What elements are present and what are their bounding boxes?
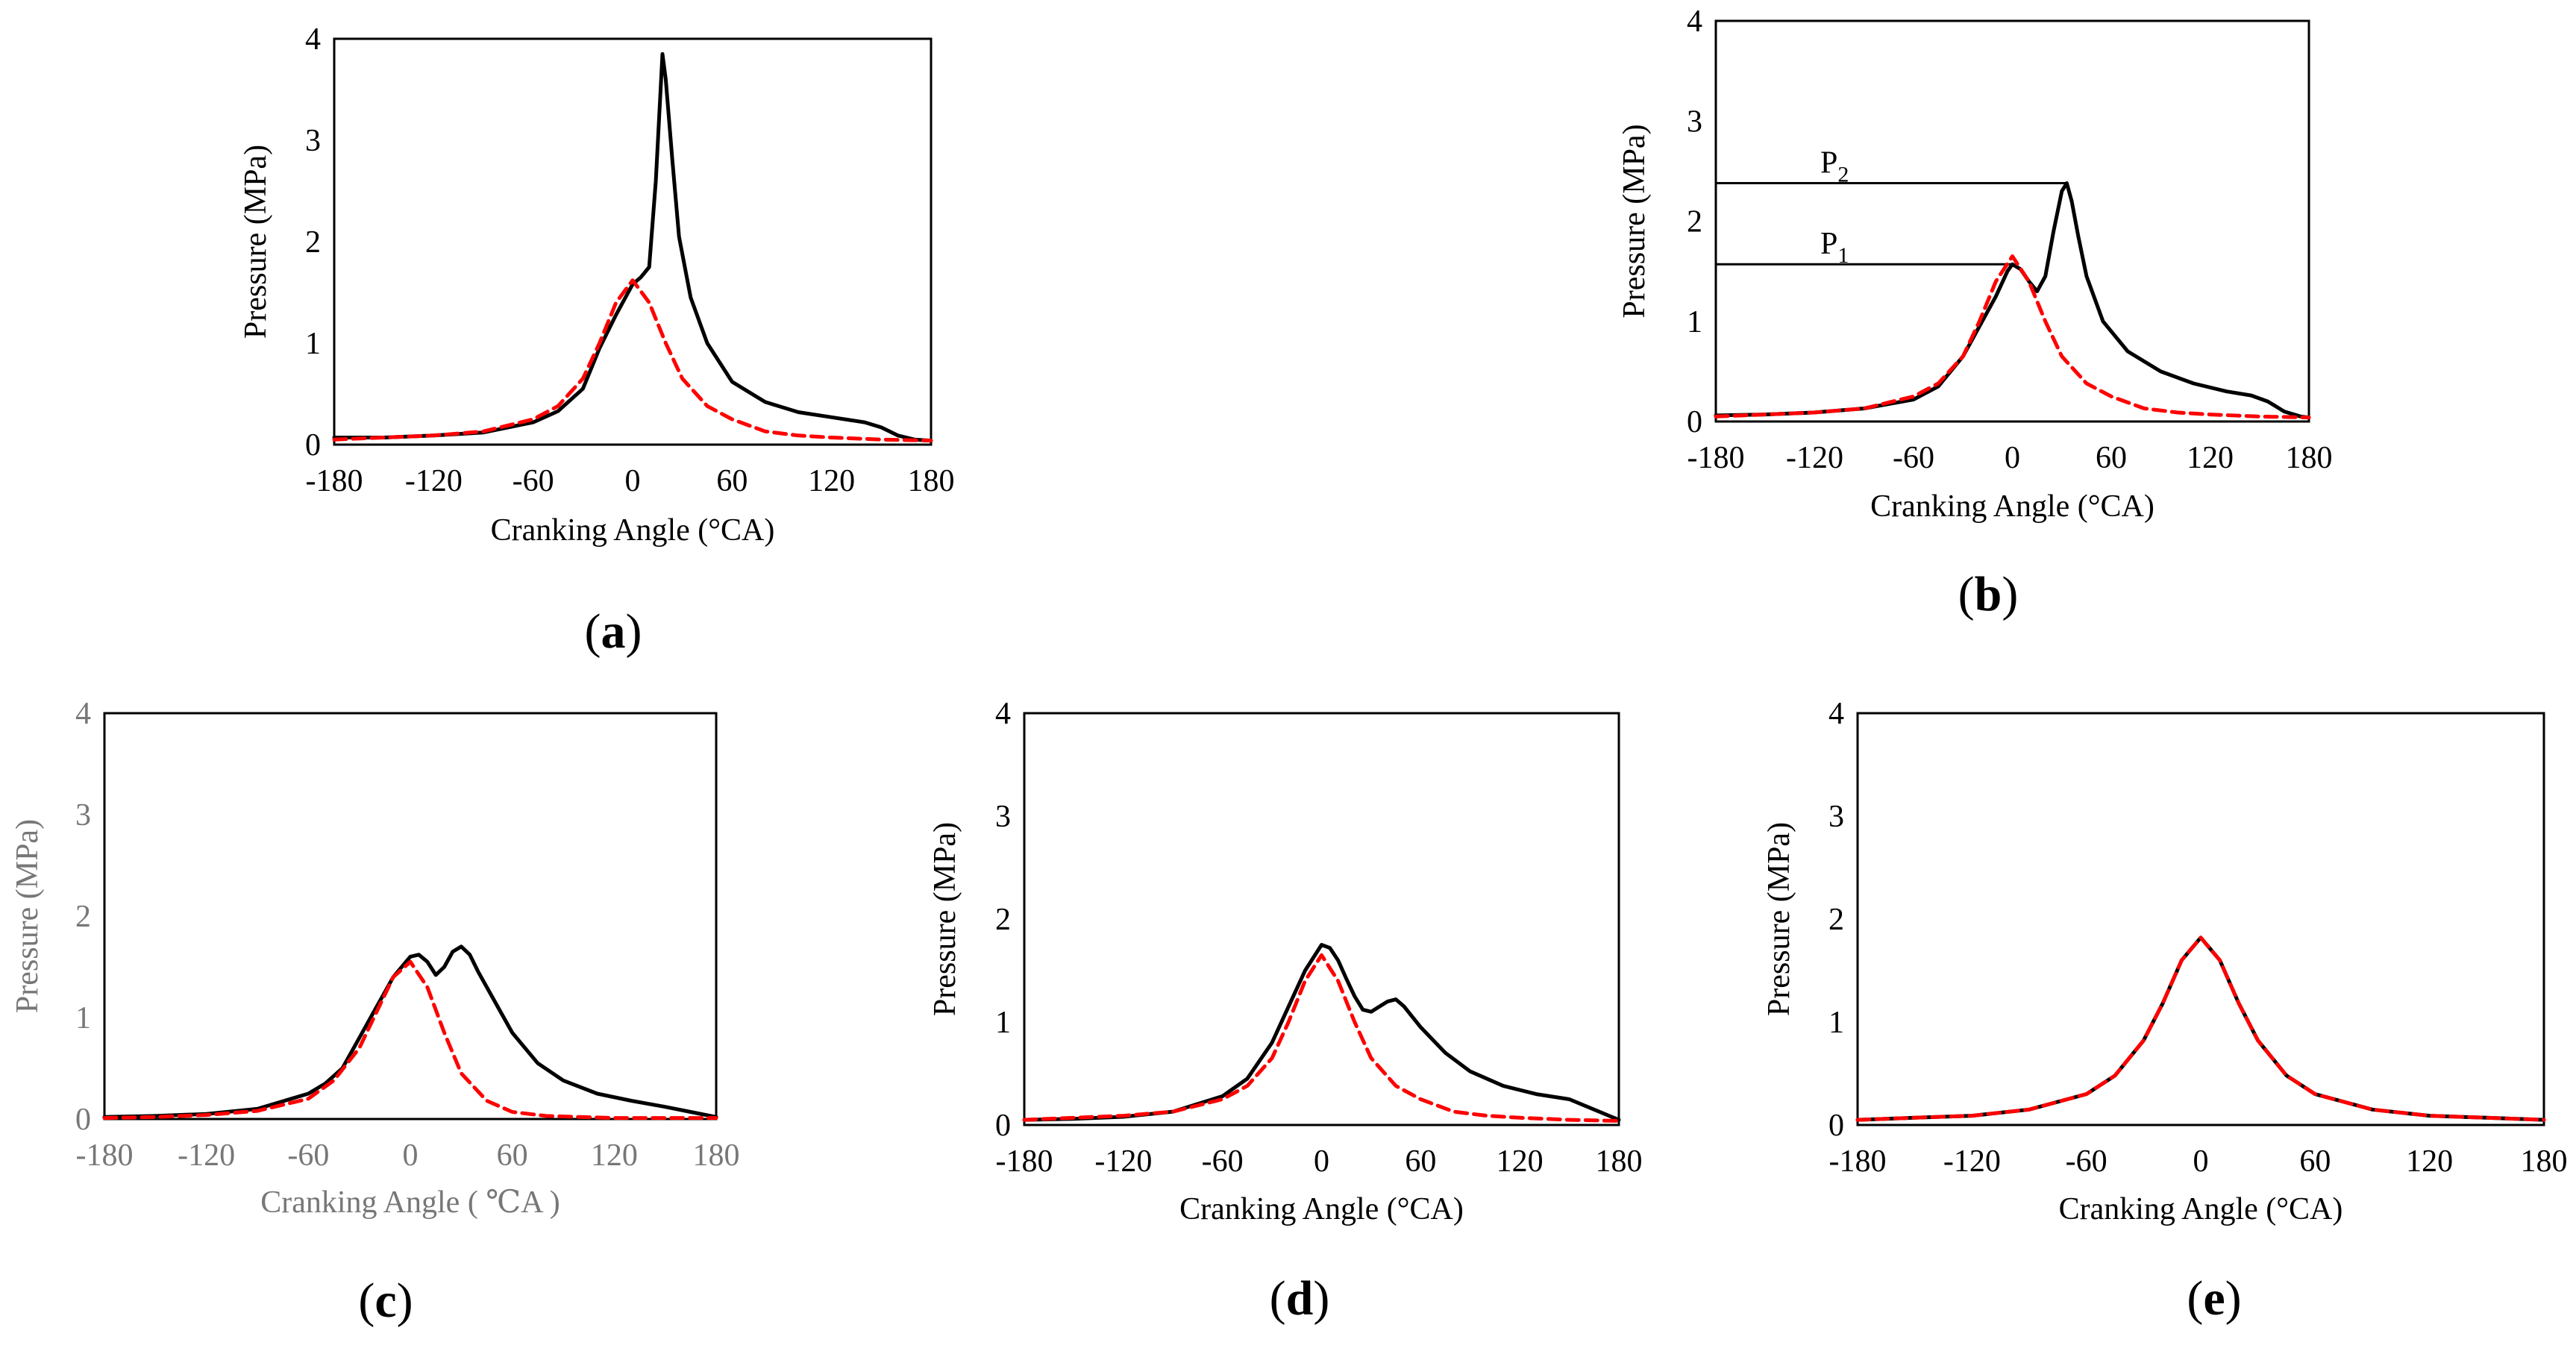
x-tick-label: -120 [1094,1144,1152,1179]
x-tick-label: 120 [591,1138,638,1173]
y-tick-label: 1 [1828,1006,1844,1040]
x-axis-label: Cranking Angle (°CA) [1870,489,2154,524]
y-tick-label: 0 [75,1103,91,1137]
panel-label: (e) [2187,1271,2241,1326]
y-tick-label: 1 [1687,305,1702,339]
x-tick-label: -120 [1786,441,1843,475]
series-line-motoring [1714,254,2311,420]
x-tick-label: 60 [2096,441,2127,475]
series-line-measured [332,51,933,443]
y-axis-label: Pressure (MPa) [1617,124,1652,318]
x-tick-label: 180 [2286,441,2333,475]
series-line-measured [1714,181,2311,420]
chart-panel-d: 0 1 2 3 4 -180 -120 -60 0 60 120 180 Cranking Angle … [928,697,1643,1326]
plot-frame [333,37,933,446]
y-tick-label: 2 [1687,205,1702,239]
series-line-measured [1022,943,1621,1122]
x-tick-label: 0 [403,1138,419,1173]
y-tick-label: 4 [305,22,321,57]
x-tick-label: 0 [625,464,641,498]
x-tick-label: -60 [513,464,554,498]
plot-frame [103,712,718,1121]
panel-label: (a) [585,604,642,659]
x-tick-label: 120 [1497,1144,1544,1179]
y-tick-label: 3 [995,800,1011,834]
y-tick-label: 1 [75,1001,91,1035]
series-line-motoring [102,959,718,1121]
x-tick-label: 180 [693,1138,740,1173]
y-tick-label: 2 [305,225,321,260]
y-axis-label: Pressure (MPa) [928,822,962,1016]
series-line-measured [1855,936,2546,1122]
x-tick-label: 60 [716,464,748,498]
y-tick-label: 3 [1828,800,1844,834]
x-tick-label: 60 [2299,1144,2331,1179]
x-tick-label: -120 [405,464,463,498]
x-tick-label: -120 [1943,1144,2001,1179]
chart-panel-e: 0 1 2 3 4 -180 -120 -60 0 60 120 180 Cranking Angle … [1762,697,2568,1326]
x-tick-label: -60 [1202,1144,1244,1179]
x-tick-label: 0 [2005,441,2020,475]
series-line-measured [102,944,718,1119]
y-axis-label: Pressure (MPa) [10,819,45,1013]
x-tick-label: -180 [76,1138,134,1173]
annotation-label: P2 [1820,145,1849,187]
x-tick-label: -120 [178,1138,235,1173]
x-tick-label: -180 [1829,1144,1887,1179]
x-tick-label: 120 [808,464,855,498]
x-tick-label: -60 [1893,441,1934,475]
x-axis-label: Cranking Angle ( ℃A ) [260,1185,560,1220]
y-tick-label: 0 [995,1109,1011,1143]
y-axis-label: Pressure (MPa) [1762,822,1796,1016]
x-tick-label: 60 [497,1138,528,1173]
y-tick-label: 1 [995,1006,1011,1040]
y-tick-label: 4 [75,697,91,731]
x-tick-label: -180 [1687,441,1745,475]
chart-panel-a: 0 1 2 3 4 -180 -120 -60 0 60 120 180 Cranking Angle … [239,22,955,659]
x-tick-label: -60 [2066,1144,2108,1179]
series-line-motoring [332,278,933,443]
x-tick-label: 120 [2187,441,2234,475]
y-tick-label: 0 [1828,1109,1844,1143]
x-tick-label: 180 [1596,1144,1643,1179]
chart-panel-b: 0 1 2 3 4 -180 -120 -60 0 60 120 180 Cranking Angle … [1617,4,2333,621]
x-tick-label: 180 [908,464,955,498]
y-tick-label: 4 [1828,697,1844,731]
x-axis-label: Cranking Angle (°CA) [2059,1192,2343,1226]
series-line-motoring [1022,953,1621,1123]
y-tick-label: 3 [1687,104,1702,139]
chart-panel-c: 0 1 2 3 4 -180 -120 -60 0 60 120 180 Cranking Angle … [10,697,740,1328]
y-tick-label: 2 [75,900,91,934]
x-tick-label: 120 [2406,1144,2453,1179]
y-tick-label: 4 [995,697,1011,731]
y-tick-label: 3 [75,798,91,833]
x-tick-label: 0 [2193,1144,2209,1179]
x-axis-label: Cranking Angle (°CA) [1179,1192,1464,1226]
panel-label: (d) [1270,1271,1330,1326]
y-tick-label: 0 [305,428,321,463]
annotation-label: P1 [1820,227,1849,268]
x-tick-label: 60 [1405,1144,1436,1179]
x-tick-label: 0 [1314,1144,1329,1179]
y-tick-label: 0 [1687,405,1702,439]
y-tick-label: 4 [1687,4,1702,39]
y-tick-label: 1 [305,327,321,361]
panel-label: (b) [1958,567,2019,621]
y-tick-label: 2 [1828,903,1844,937]
y-axis-label: Pressure (MPa) [239,145,273,339]
series-line-motoring [1855,936,2546,1122]
x-tick-label: 180 [2521,1144,2568,1179]
x-tick-label: -180 [996,1144,1053,1179]
y-tick-label: 3 [305,124,321,158]
x-axis-label: Cranking Angle (°CA) [491,513,775,548]
x-tick-label: -60 [287,1138,329,1173]
panel-label: (c) [358,1273,413,1328]
x-tick-label: -180 [306,464,363,498]
plot-frame [1714,19,2310,423]
plot-frame [1023,712,1620,1126]
y-tick-label: 2 [995,903,1011,937]
plot-frame [1856,712,2545,1126]
